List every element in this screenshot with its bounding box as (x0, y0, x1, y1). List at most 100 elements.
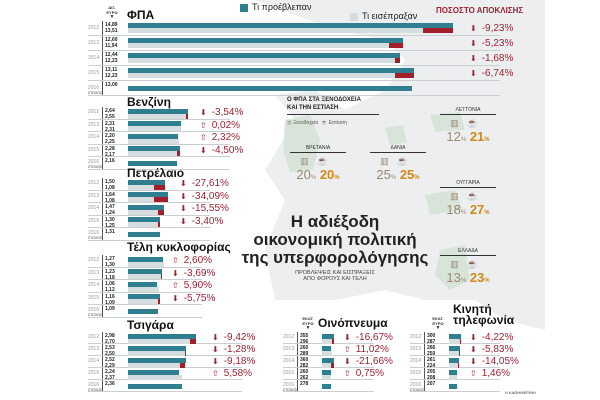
year-text: 2013 (283, 346, 295, 352)
deviation-value: ⬇ -34,09% (180, 191, 229, 203)
arrow-up-icon: ⇧ (470, 369, 477, 378)
shortfall-bar (160, 274, 163, 279)
arrow-down-icon: ⬇ (180, 179, 187, 189)
collected-value: 287 (427, 339, 436, 345)
table-row (88, 305, 202, 318)
arrow-down-icon: ⬇ (172, 268, 179, 278)
planned-bar (322, 345, 331, 351)
planned-value: 1,64 (105, 191, 115, 198)
planned-bar (449, 333, 461, 339)
table-row (283, 344, 374, 356)
year-text: 2015 (88, 217, 100, 224)
deviation-text: -3,54% (211, 107, 244, 119)
year-text: 2016 (88, 159, 100, 166)
hotel-label: Ξενοδοχεία (293, 120, 319, 126)
planned-bar (128, 269, 163, 274)
hotel-restaurant-icons: ▥☕ (440, 118, 496, 129)
year-text: 2012 (410, 334, 422, 340)
planned-value: 2,31 (105, 120, 115, 127)
planned-bar (128, 383, 182, 389)
row-values: 12,60 11,94 (105, 37, 118, 49)
restaurant-rate-value: 23 (469, 270, 485, 285)
arrow-down-icon: ⬇ (344, 333, 351, 342)
year-label: 2012 (88, 334, 99, 340)
planned-bar (128, 52, 400, 58)
year-text: 2015 (283, 370, 295, 376)
arrow-down-icon: ⬇ (470, 38, 477, 48)
year-label: 2015 (283, 370, 294, 376)
deviation-text: 0,75% (355, 368, 385, 379)
deviation-text: -5,75% (183, 292, 216, 304)
deviation-value: ⇧ 0,02% (200, 120, 240, 132)
country-rates: 18% 27% (440, 202, 496, 217)
planned-value: 1,16 (105, 293, 115, 300)
table-row (88, 36, 500, 51)
deviation-text: -9,42% (223, 332, 256, 343)
year-label: 2016 ΣΤΟΧΟΣ (88, 230, 102, 240)
planned-value: 2,98 (105, 333, 115, 339)
restaurant-label: Εστίαση (328, 120, 347, 126)
table-row (410, 380, 500, 392)
collected-bar (128, 261, 164, 267)
planned-value: 278 (300, 381, 309, 387)
year-text: 2015 (410, 370, 422, 376)
table-row (410, 344, 500, 356)
unit-text: ΔΙΣ. ΕΥΡΩ (106, 5, 118, 15)
planned-bar (128, 67, 415, 73)
year-label: 2016 ΣΤΟΧΟΣ (410, 382, 424, 392)
hotel-rate-value: 13 (446, 270, 461, 285)
chart-title: ΦΠΑ (127, 8, 155, 22)
row-values: 1,09 (105, 306, 115, 312)
collected-value: 1,24 (105, 210, 115, 216)
row-values: 260 262 (300, 369, 308, 381)
year-text: 2012 (88, 109, 100, 116)
percent-sign: % (484, 210, 490, 216)
table-row (283, 356, 374, 368)
planned-bar (128, 121, 181, 126)
collected-value: 2,70 (105, 339, 115, 345)
arrow-up-icon: ⇧ (212, 369, 219, 378)
unit-text: ΕΚΑΤ. ΕΥΡΩ (302, 316, 314, 326)
table-row (410, 356, 500, 368)
collected-bar (322, 338, 332, 344)
chart-title: Τσιγάρα (127, 318, 174, 332)
headline-sub1: ΠΡΟΒΛΕΨΕΙΣ ΚΑΙ ΕΙΣΠΡΑΞΕΙΣ (295, 270, 375, 276)
arrow-down-icon: ⬇ (470, 357, 477, 366)
deviation-value: ⬇ -4,22% (470, 332, 513, 344)
year-label: 2012 (88, 257, 99, 263)
year-text: 2013 (88, 346, 100, 352)
hotel-restaurant-icons: ▥☕ (370, 156, 426, 167)
hotel-rate: 20% (296, 167, 316, 182)
collected-bar (128, 138, 180, 144)
table-row (88, 268, 202, 280)
collected-value: 2,31 (105, 126, 115, 133)
deviation-value: ⇧ 2,32% (200, 132, 240, 144)
headline-line2: οικονομική πολιτική (253, 230, 417, 249)
deviation-value: ⬇ -5,75% (172, 293, 215, 305)
collected-value: 2,55 (105, 114, 115, 120)
chart-title: Τέλη κυκλοφορίας (127, 240, 231, 254)
chart-title: Κινητή τηλεφωνία (453, 302, 515, 327)
planned-value: 13,11 (105, 67, 118, 73)
arrow-down-icon: ⬇ (200, 145, 207, 155)
collected-value: 13,51 (105, 28, 118, 34)
unit-label: ΔΙΣ. ΕΥΡΩ ▼ (104, 5, 120, 20)
row-values: 2,16 (105, 158, 115, 164)
planned-bar (449, 345, 460, 351)
year-text: 2016 (88, 382, 100, 388)
table-row (88, 145, 230, 157)
planned-value: 1,06 (105, 281, 115, 287)
row-values: 266 250 (427, 345, 435, 357)
planned-bar (128, 281, 158, 287)
table-row (88, 356, 242, 368)
deviation-text: -21,66% (355, 356, 393, 367)
hotel-rate: 25% (376, 167, 396, 182)
restaurant-rate-value: 25 (399, 167, 415, 182)
collected-bar (128, 113, 186, 119)
planned-value: 2,28 (105, 145, 115, 152)
collected-bar (322, 350, 332, 356)
planned-value: 261 (427, 357, 436, 363)
unit-label: ΕΚΑΤ. ΕΥΡΩ ▼ (300, 316, 316, 331)
year-label: 2015 (88, 70, 99, 76)
year-label: 2013 (410, 346, 421, 352)
